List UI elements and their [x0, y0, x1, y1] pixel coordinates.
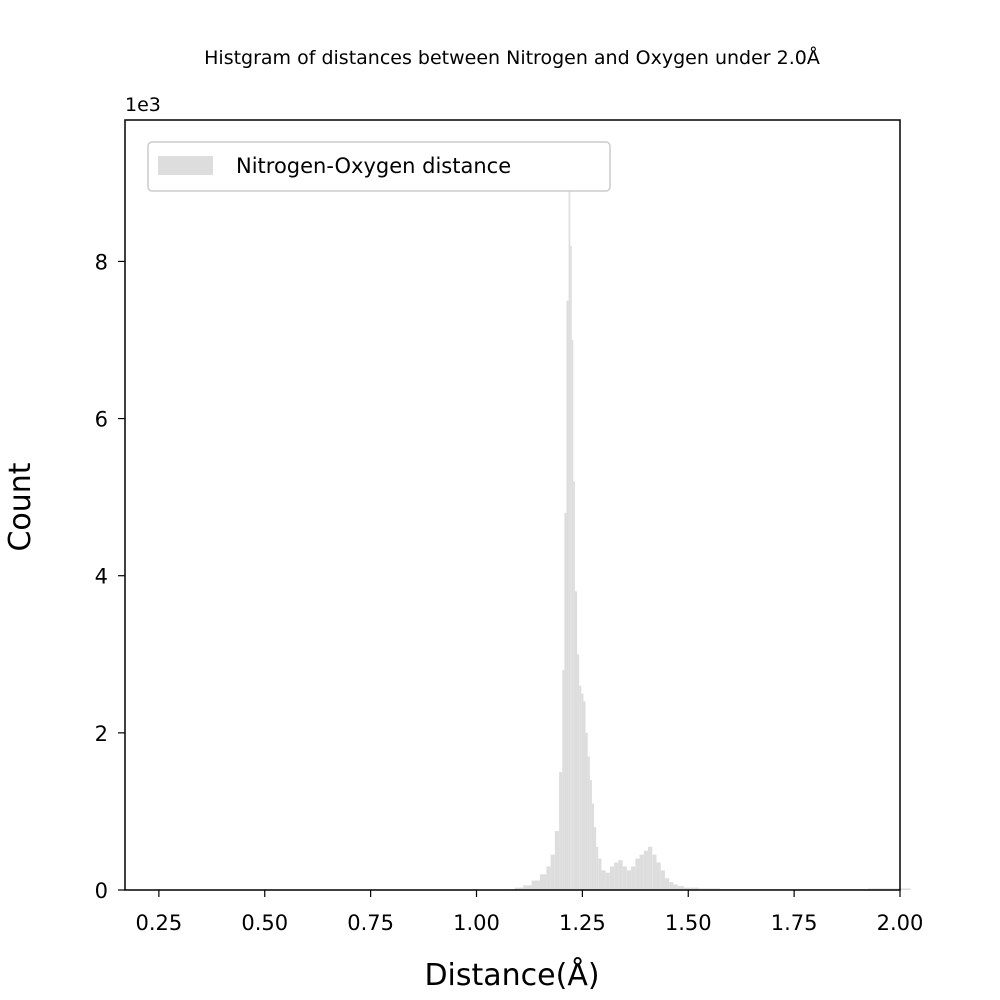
histogram-bar: [531, 880, 541, 890]
histogram-bar: [635, 858, 640, 890]
histogram-bar: [601, 870, 606, 890]
y-tick-label: 2: [95, 722, 108, 746]
histogram-bar: [618, 860, 623, 890]
histogram-bar: [540, 874, 547, 890]
y-tick-label: 0: [95, 879, 108, 903]
x-tick-label: 0.75: [347, 911, 394, 935]
histogram-bar: [622, 866, 627, 890]
histogram-bar: [577, 654, 580, 890]
histogram-bar: [589, 780, 592, 890]
histogram-bar: [631, 866, 636, 890]
x-axis-ticks: 0.25 0.50 0.75 1.00 1.25 1.50 1.75 2.00: [135, 890, 923, 935]
x-tick-label: 1.50: [665, 911, 712, 935]
histogram-bar: [639, 854, 644, 890]
histogram-bar: [546, 866, 551, 890]
histogram-bar: [514, 887, 524, 890]
histogram-bar: [566, 300, 569, 891]
histogram-bar: [571, 340, 574, 890]
x-axis-label: Distance(Å): [424, 957, 599, 993]
histogram-bar: [579, 685, 582, 890]
histogram-bar: [614, 862, 619, 890]
x-tick-label: 1.00: [453, 911, 500, 935]
histogram-bar: [550, 854, 555, 890]
histogram-bar: [583, 701, 586, 890]
histogram-bar: [673, 884, 678, 890]
histogram-bar: [664, 878, 670, 890]
histogram-bar: [573, 481, 575, 890]
y-axis-ticks: 0 2 4 6 8: [95, 250, 125, 903]
histogram-bar: [609, 866, 615, 890]
histogram-bar: [868, 888, 890, 890]
histogram-bar: [574, 591, 578, 890]
histogram-bar: [581, 693, 584, 890]
histogram-bar: [587, 756, 590, 890]
x-tick-label: 2.00: [877, 911, 924, 935]
histogram-bar: [698, 888, 721, 890]
x-tick-label: 0.25: [135, 911, 182, 935]
x-tick-label: 0.50: [241, 911, 288, 935]
histogram-bar: [559, 772, 563, 890]
histogram-bar: [598, 858, 602, 890]
histogram-bar: [605, 872, 610, 890]
histogram-bar: [591, 803, 595, 890]
histogram-bar: [585, 732, 588, 890]
histogram-bar: [684, 887, 699, 890]
y-axis-label: Count: [3, 462, 38, 551]
histogram-bar: [562, 670, 565, 890]
histogram-bar: [677, 886, 685, 890]
histogram-bar: [648, 846, 653, 890]
histogram-bar: [523, 885, 532, 890]
legend: Nitrogen-Oxygen distance: [147, 141, 611, 192]
histogram-bar: [656, 862, 661, 890]
histogram-bars: [506, 190, 911, 891]
y-tick-label: 8: [95, 250, 108, 274]
legend-swatch: [158, 156, 213, 175]
plot-frame: [124, 119, 901, 891]
histogram-bar: [570, 245, 572, 890]
histogram-bar: [568, 190, 571, 890]
histogram-bar: [669, 882, 674, 890]
histogram-bar: [596, 846, 599, 890]
legend-label: Nitrogen-Oxygen distance: [236, 154, 511, 178]
x-tick-label: 1.75: [771, 911, 818, 935]
y-tick-label: 6: [95, 408, 108, 432]
histogram-bar: [554, 831, 560, 890]
y-tick-label: 4: [95, 565, 108, 589]
legend-box: [147, 141, 611, 192]
histogram-bar: [652, 854, 657, 890]
histogram-bar: [626, 870, 632, 890]
histogram-bar: [660, 870, 665, 890]
chart-title: Histgram of distances between Nitrogen a…: [204, 46, 820, 69]
y-axis-multiplier: 1e3: [125, 94, 161, 116]
histogram-bar: [594, 827, 597, 890]
x-tick-label: 1.25: [559, 911, 606, 935]
histogram-bar: [564, 512, 567, 890]
histogram-bar: [643, 850, 649, 890]
